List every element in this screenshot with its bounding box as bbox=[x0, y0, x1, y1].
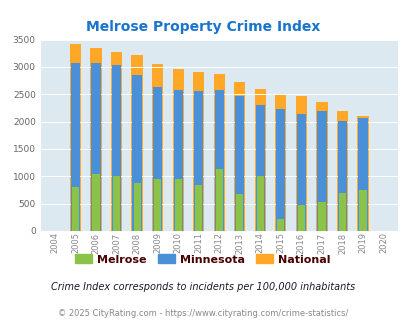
Bar bbox=[72, 187, 79, 231]
Bar bbox=[337, 121, 346, 231]
Bar bbox=[277, 219, 284, 231]
Bar bbox=[90, 49, 101, 231]
Bar bbox=[338, 193, 345, 231]
Bar bbox=[215, 169, 222, 231]
Bar bbox=[254, 89, 265, 231]
Bar bbox=[318, 202, 325, 231]
Text: Melrose Property Crime Index: Melrose Property Crime Index bbox=[85, 20, 320, 34]
Bar bbox=[113, 176, 120, 231]
Bar bbox=[112, 65, 121, 231]
Bar bbox=[336, 111, 347, 231]
Bar bbox=[111, 52, 122, 231]
Bar bbox=[315, 102, 327, 231]
Bar bbox=[132, 75, 141, 231]
Bar bbox=[194, 91, 203, 231]
Bar bbox=[356, 116, 368, 231]
Bar bbox=[275, 95, 286, 231]
Bar bbox=[295, 96, 306, 231]
Bar bbox=[174, 179, 181, 231]
Bar bbox=[236, 194, 243, 231]
Bar bbox=[296, 114, 305, 231]
Bar bbox=[173, 90, 182, 231]
Bar bbox=[131, 55, 143, 231]
Bar bbox=[153, 87, 162, 231]
Bar bbox=[358, 118, 367, 231]
Bar bbox=[275, 109, 285, 231]
Bar bbox=[316, 111, 326, 231]
Bar bbox=[133, 183, 141, 231]
Bar bbox=[70, 44, 81, 231]
Bar bbox=[91, 63, 100, 231]
Bar bbox=[358, 190, 366, 231]
Bar bbox=[92, 174, 99, 231]
Bar bbox=[234, 82, 245, 231]
Bar bbox=[71, 63, 80, 231]
Bar bbox=[195, 184, 202, 231]
Bar bbox=[151, 64, 163, 231]
Text: © 2025 CityRating.com - https://www.cityrating.com/crime-statistics/: © 2025 CityRating.com - https://www.city… bbox=[58, 309, 347, 318]
Bar bbox=[172, 69, 183, 231]
Bar bbox=[193, 72, 204, 231]
Bar bbox=[256, 176, 263, 231]
Bar bbox=[214, 90, 223, 231]
Bar bbox=[234, 96, 244, 231]
Bar bbox=[153, 179, 161, 231]
Bar bbox=[255, 105, 264, 231]
Bar bbox=[213, 74, 224, 231]
Bar bbox=[297, 205, 304, 231]
Legend: Melrose, Minnesota, National: Melrose, Minnesota, National bbox=[70, 250, 335, 269]
Text: Crime Index corresponds to incidents per 100,000 inhabitants: Crime Index corresponds to incidents per… bbox=[51, 282, 354, 292]
